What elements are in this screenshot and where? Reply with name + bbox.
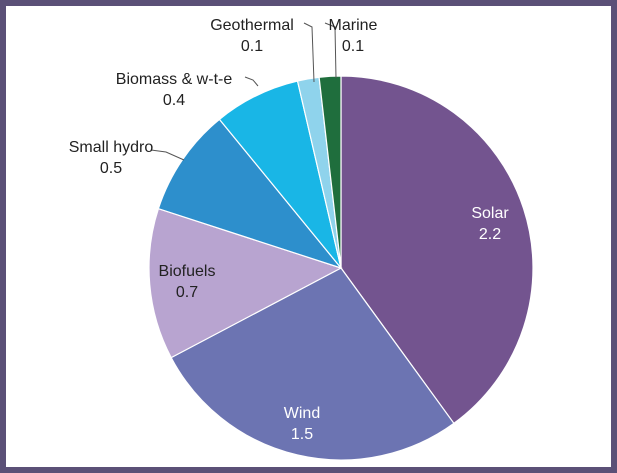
leader-line-biomass-w-t-e bbox=[244, 76, 259, 87]
pie-slice-solar bbox=[340, 75, 534, 425]
slice-name-small-hydro: Small hydro bbox=[69, 139, 154, 156]
leader-line-small-hydro bbox=[150, 149, 185, 161]
pie-slice-marine bbox=[318, 75, 342, 269]
slice-name-wind: Wind bbox=[284, 405, 320, 422]
slice-value-wind: 1.5 bbox=[291, 426, 313, 443]
slice-value-marine: 0.1 bbox=[342, 38, 364, 55]
slice-name-geothermal: Geothermal bbox=[210, 17, 294, 34]
leader-lines bbox=[150, 22, 337, 161]
leader-line-marine bbox=[324, 22, 337, 79]
slice-name-biofuels: Biofuels bbox=[159, 263, 216, 280]
slice-value-small-hydro: 0.5 bbox=[100, 160, 122, 177]
slice-labels: Solar 2.2 Wind 1.5 Biofuels 0.7 Small hydro 0.5… bbox=[69, 17, 510, 443]
pie-slice-wind bbox=[170, 267, 455, 461]
slice-name-marine: Marine bbox=[329, 17, 378, 34]
leader-line-geothermal bbox=[303, 22, 315, 83]
slice-value-biofuels: 0.7 bbox=[176, 284, 198, 301]
slice-name-solar: Solar bbox=[471, 205, 509, 222]
slice-value-biomass-w-t-e: 0.4 bbox=[163, 92, 185, 109]
slice-value-solar: 2.2 bbox=[479, 226, 501, 243]
pie-slices bbox=[148, 75, 534, 461]
slice-name-biomass-w-t-e: Biomass & w-t-e bbox=[116, 71, 233, 88]
slice-value-geothermal: 0.1 bbox=[241, 38, 263, 55]
pie-slice-biofuels bbox=[148, 207, 343, 359]
